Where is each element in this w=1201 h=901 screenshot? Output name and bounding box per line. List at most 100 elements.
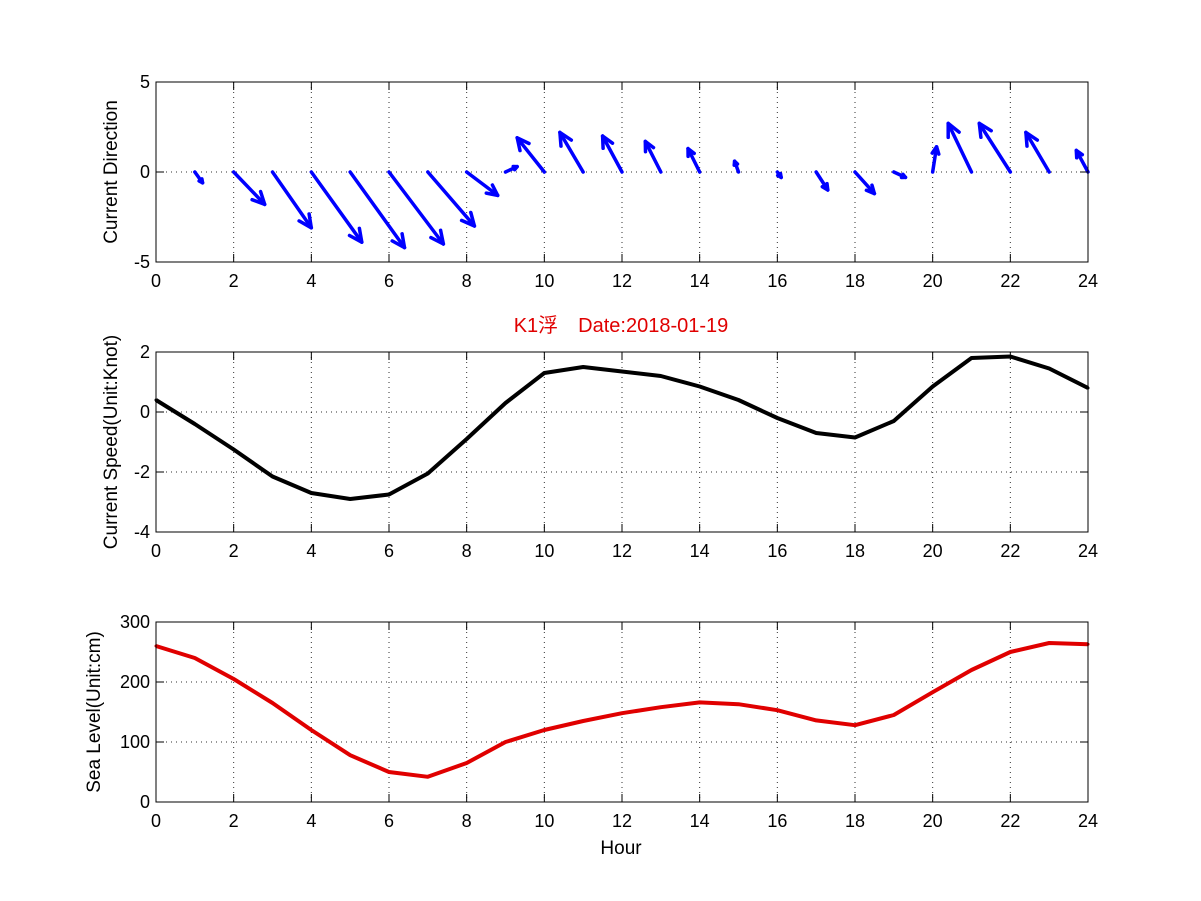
data-point	[1008, 650, 1012, 654]
arrow-shaft	[309, 170, 364, 244]
y-axis-label: Current Speed(Unit:Knot)	[101, 335, 122, 549]
quiver-arrow	[775, 170, 783, 180]
y-tick-label: 5	[140, 72, 150, 92]
ticks: 0 2 4 6 8 10 12 14 16 18 20 22 24-505	[134, 72, 1098, 291]
y-tick-label: -2	[134, 462, 150, 482]
quiver-arrow	[643, 139, 663, 174]
x-tick-label: 4	[306, 271, 316, 291]
quiver-arrow	[930, 145, 941, 174]
data-point	[814, 718, 818, 722]
x-tick-label: 22	[1000, 811, 1020, 831]
x-tick-label: 2	[229, 271, 239, 291]
quiver-arrow	[1074, 148, 1090, 174]
x-tick-label: 24	[1078, 541, 1098, 561]
y-axis-label: Sea Level(Unit:cm)	[84, 631, 105, 793]
current-direction-panel: 0 2 4 6 8 10 12 14 16 18 20 22 24-505 Current Direct…	[101, 72, 1098, 291]
grid	[156, 352, 1088, 532]
arrow-head	[946, 121, 961, 140]
quiver-arrow	[977, 121, 1013, 174]
data-point	[737, 702, 740, 706]
x-tick-label: 12	[612, 541, 632, 561]
quiver-arrow	[1024, 130, 1051, 174]
data-point	[232, 677, 236, 681]
arrow-shaft	[464, 170, 500, 198]
data-point	[309, 491, 313, 495]
data-point	[348, 497, 352, 501]
arrow-shaft	[686, 146, 702, 174]
quiver-arrow	[464, 170, 500, 198]
quiver-arrow	[503, 164, 519, 174]
x-tick-label: 2	[229, 541, 239, 561]
x-tick-label: 16	[767, 271, 787, 291]
arrow-head	[390, 232, 407, 250]
data-point	[504, 401, 507, 405]
arrow-head	[686, 146, 696, 159]
x-tick-label: 18	[845, 271, 865, 291]
arrow-head	[977, 121, 993, 140]
data-point	[1047, 367, 1051, 370]
arrow-shaft	[946, 121, 974, 174]
quiver-arrow	[686, 146, 702, 174]
y-tick-label: 0	[140, 792, 150, 812]
x-tick-label: 10	[534, 541, 554, 561]
data-point	[232, 448, 236, 451]
x-tick-label: 0	[151, 271, 161, 291]
data-point	[426, 775, 430, 779]
data-point	[581, 365, 585, 369]
arrow-head	[197, 177, 205, 185]
data-point	[737, 398, 740, 402]
arrow-head	[600, 134, 615, 151]
data-point	[853, 436, 857, 439]
quiver-arrow	[309, 170, 364, 244]
quiver-arrow	[387, 170, 446, 246]
data-point	[542, 371, 546, 375]
arrow-shaft	[643, 139, 663, 174]
data-point	[309, 728, 313, 732]
data-point	[970, 668, 973, 672]
data-point	[892, 419, 896, 423]
data-point	[465, 761, 469, 765]
quiver-arrow	[193, 170, 205, 185]
arrow-head	[250, 189, 267, 207]
y-tick-label: -5	[134, 252, 150, 272]
data-point	[620, 370, 624, 373]
quiver-arrow	[231, 170, 267, 207]
data-point	[853, 723, 857, 727]
y-tick-label: 2	[140, 342, 150, 362]
y-tick-label: 200	[120, 672, 150, 692]
arrow-head	[297, 212, 314, 230]
data-point	[659, 705, 663, 709]
quiver-arrow	[946, 121, 974, 174]
data-point	[271, 701, 274, 705]
x-tick-label: 8	[462, 271, 472, 291]
quiver-arrow	[558, 130, 585, 174]
x-tick-label: 12	[612, 811, 632, 831]
x-tick-label: 0	[151, 811, 161, 831]
data-point	[1047, 641, 1051, 645]
arrow-shaft	[1024, 130, 1051, 174]
arrow-head	[864, 183, 877, 196]
y-tick-label: 300	[120, 612, 150, 632]
arrow-head	[899, 172, 908, 180]
data-point	[193, 656, 197, 660]
arrow-shaft	[270, 170, 314, 230]
x-tick-label: 14	[690, 541, 710, 561]
data-point	[426, 472, 430, 475]
data-point	[698, 700, 702, 704]
x-tick-label: 6	[384, 541, 394, 561]
quiver-arrow	[426, 170, 477, 228]
x-tick-label: 20	[923, 811, 943, 831]
arrow-head	[515, 136, 531, 153]
quiver-arrow	[853, 170, 877, 196]
quiver-arrow	[515, 136, 547, 174]
x-tick-label: 24	[1078, 271, 1098, 291]
x-tick-label: 18	[845, 541, 865, 561]
x-tick-label: 12	[612, 271, 632, 291]
quiver-arrow	[270, 170, 314, 230]
arrow-shaft	[387, 170, 446, 246]
x-axis-label: Hour	[600, 838, 642, 859]
arrow-head	[429, 228, 446, 246]
x-tick-label: 20	[923, 541, 943, 561]
quiver-arrow	[732, 159, 741, 174]
quiver-arrow	[348, 170, 407, 250]
